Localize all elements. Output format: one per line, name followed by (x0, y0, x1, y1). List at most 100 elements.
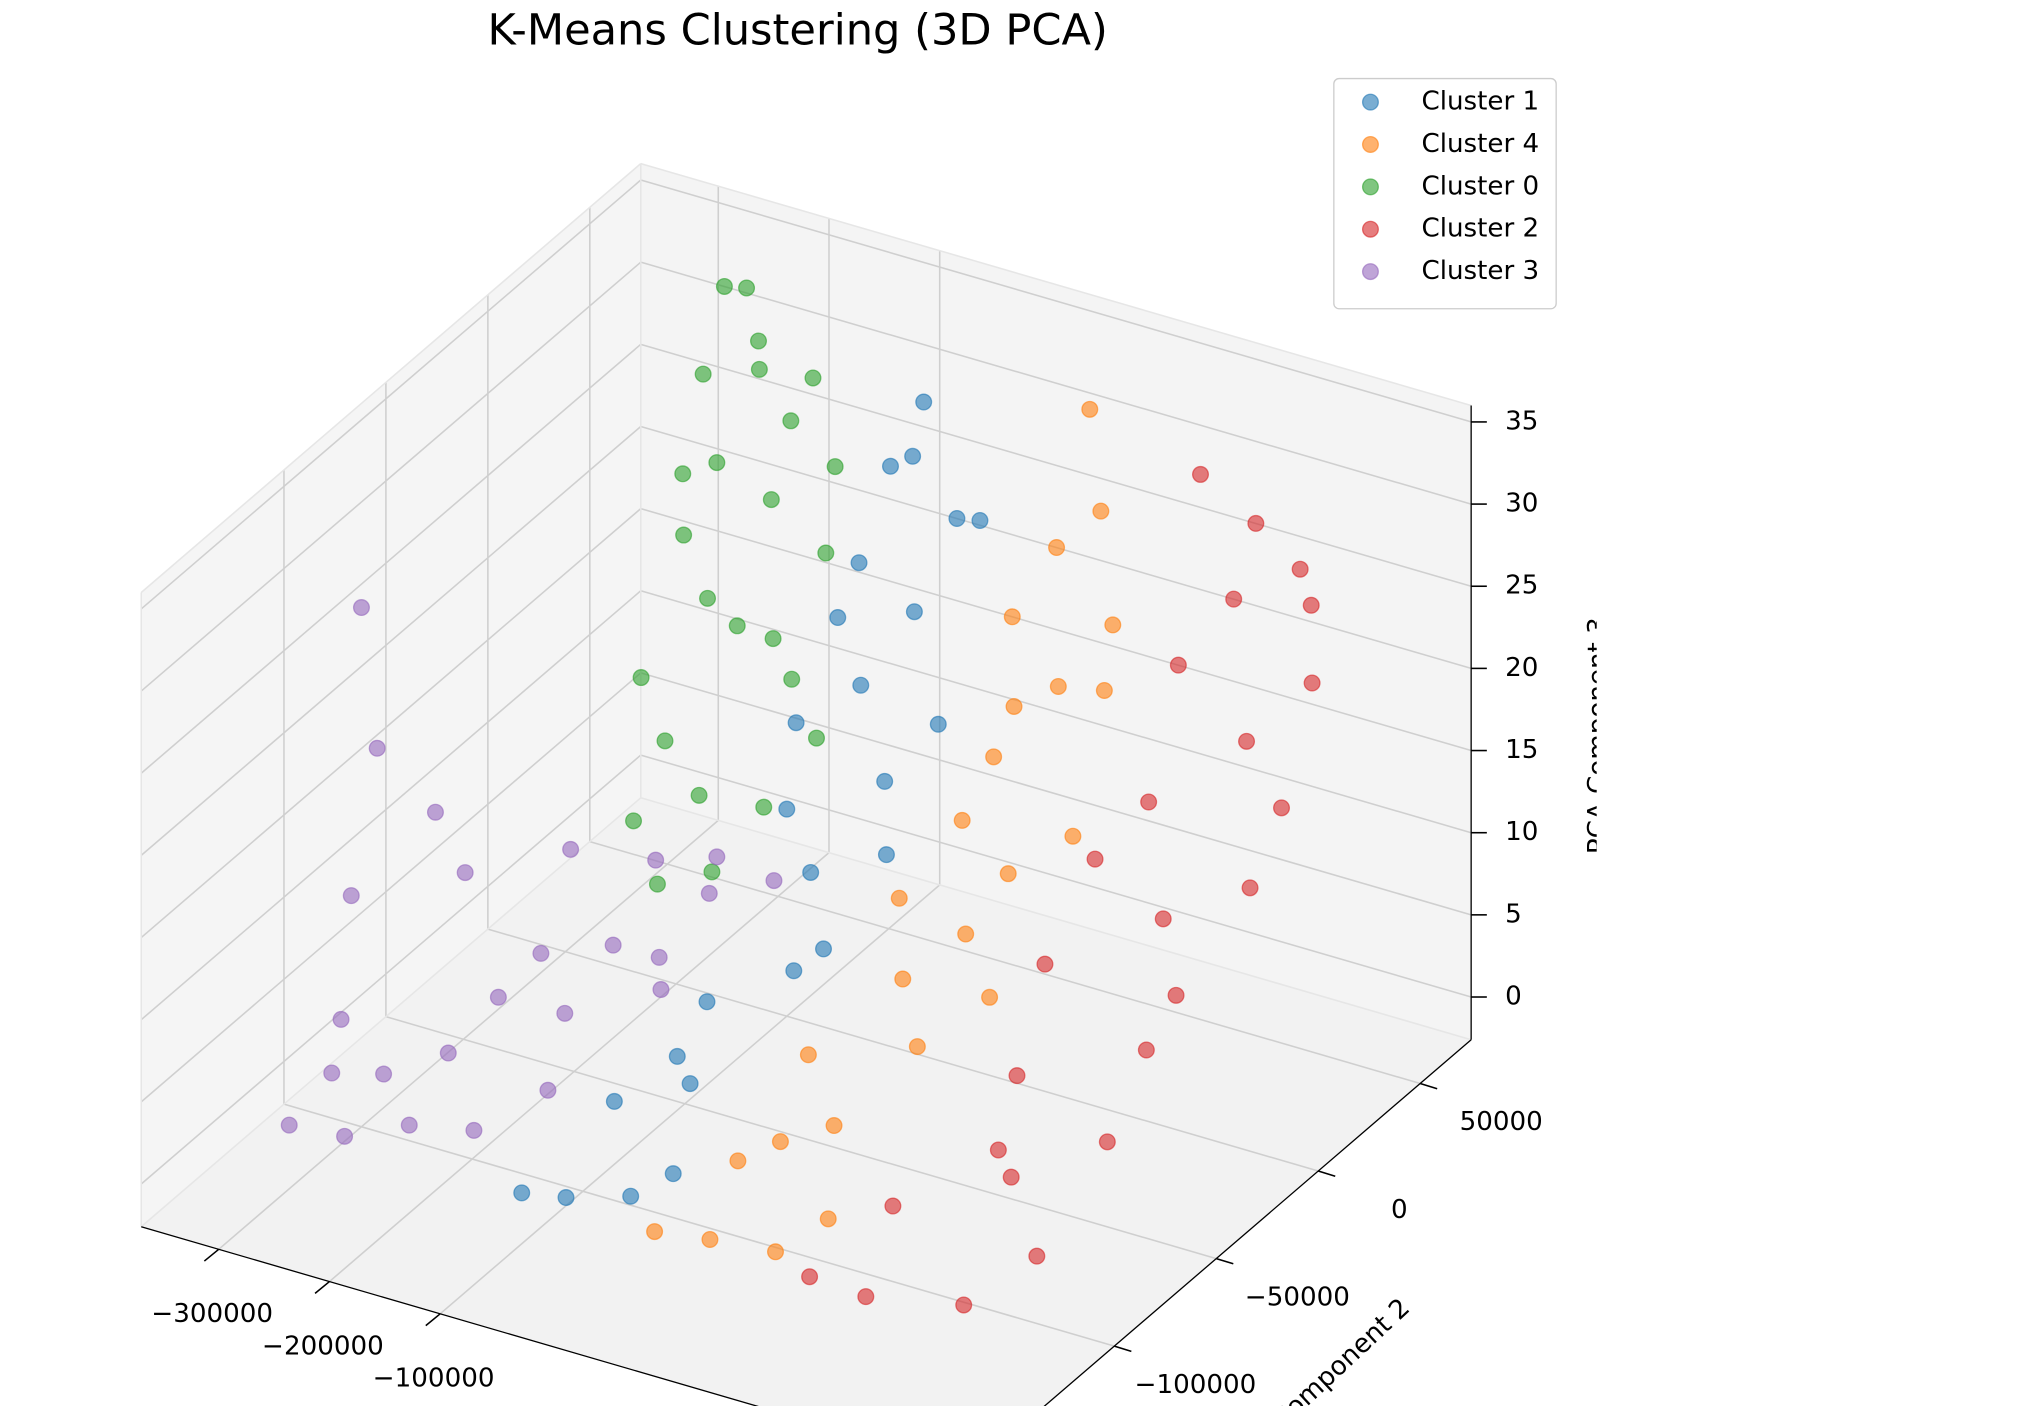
data-point (981, 988, 999, 1006)
data-point (323, 1064, 341, 1082)
data-point (1003, 608, 1021, 626)
data-point (826, 458, 844, 476)
data-point (929, 715, 947, 733)
z-label-clip: PCA Component 3 (1583, 617, 1597, 854)
data-point (1247, 514, 1265, 532)
data-point (1238, 732, 1256, 750)
data-point (605, 1092, 623, 1110)
legend-box (1333, 77, 1557, 310)
pane-edge (140, 797, 642, 1228)
data-point (1086, 850, 1104, 868)
data-point (1064, 827, 1082, 845)
grid-line (328, 852, 830, 1283)
data-point (690, 786, 708, 804)
legend-marker (1361, 93, 1379, 111)
x-tick-label: −100000 (373, 1364, 495, 1394)
data-point (762, 491, 780, 509)
data-point (489, 988, 507, 1006)
data-point (778, 800, 796, 818)
data-point (728, 617, 746, 635)
pane-edge (640, 797, 1472, 1041)
x-tick-label: −300000 (151, 1299, 273, 1329)
data-point (876, 772, 894, 790)
data-point (948, 509, 966, 527)
data-point (556, 1004, 574, 1022)
data-point (785, 962, 803, 980)
data-point (1092, 502, 1110, 520)
legend-label: Cluster 2 (1421, 214, 1539, 244)
data-point (857, 1288, 875, 1306)
x-tick-label: −200000 (262, 1331, 384, 1361)
grid-line (140, 261, 642, 692)
y-tick (1419, 1082, 1438, 1090)
data-point (1303, 674, 1321, 692)
data-point (729, 1152, 747, 1170)
data-point (562, 840, 580, 858)
data-point (375, 1065, 393, 1083)
grid-line (640, 754, 1472, 998)
data-point (787, 714, 805, 732)
grid-line (640, 590, 1472, 834)
x-axis-line (141, 1226, 759, 1406)
data-point (782, 412, 800, 430)
data-point (647, 851, 665, 869)
x-tick (203, 1248, 220, 1262)
grid-line (140, 425, 642, 856)
data-point (708, 454, 726, 472)
back-pane (640, 163, 1472, 1040)
data-point (999, 865, 1017, 883)
data-point (1036, 955, 1054, 973)
data-point (1098, 1133, 1116, 1151)
grid-line (218, 819, 719, 1250)
data-point (764, 630, 782, 648)
data-point (332, 1010, 350, 1028)
data-point (1167, 986, 1185, 1004)
z-tick-label: 20 (1505, 653, 1538, 683)
grid-line (385, 1015, 1217, 1260)
pane-edge (640, 162, 1472, 407)
data-point (904, 447, 922, 465)
x-tick (425, 1313, 441, 1327)
data-point (1081, 400, 1099, 418)
series-group (280, 599, 783, 1145)
grid-line (640, 179, 1472, 423)
data-point (819, 1210, 837, 1228)
data-point (1140, 793, 1158, 811)
data-point (957, 925, 975, 943)
data-point (539, 1081, 557, 1099)
data-point (1302, 596, 1320, 614)
data-point (648, 875, 666, 893)
chart-title: K-Means Clustering (3D PCA) (488, 5, 1108, 55)
legend-marker (1361, 178, 1379, 196)
grid-line (140, 590, 642, 1021)
data-point (1008, 1067, 1026, 1085)
data-point (715, 277, 733, 295)
z-tick-label: 25 (1505, 571, 1538, 601)
data-point (807, 729, 825, 747)
data-point (989, 1141, 1007, 1159)
data-point (681, 1075, 699, 1093)
series-group (801, 465, 1321, 1314)
data-point (815, 940, 833, 958)
data-point (1005, 697, 1023, 715)
data-point (625, 812, 643, 830)
grid-line (283, 1103, 1115, 1347)
data-point (750, 360, 768, 378)
data-point (701, 1230, 719, 1248)
grid-line (640, 672, 1472, 916)
data-point (829, 609, 847, 627)
data-point (465, 1121, 483, 1139)
data-point (1028, 1247, 1046, 1265)
data-point (953, 811, 971, 829)
data-point (604, 936, 622, 954)
data-point (881, 457, 899, 475)
data-point (694, 365, 712, 383)
data-point (1169, 656, 1187, 674)
data-point (915, 393, 933, 411)
data-point (675, 526, 693, 544)
x-tick (314, 1280, 330, 1294)
data-point (894, 970, 912, 988)
series-group (513, 393, 989, 1207)
z-tick-label: 15 (1505, 735, 1538, 765)
